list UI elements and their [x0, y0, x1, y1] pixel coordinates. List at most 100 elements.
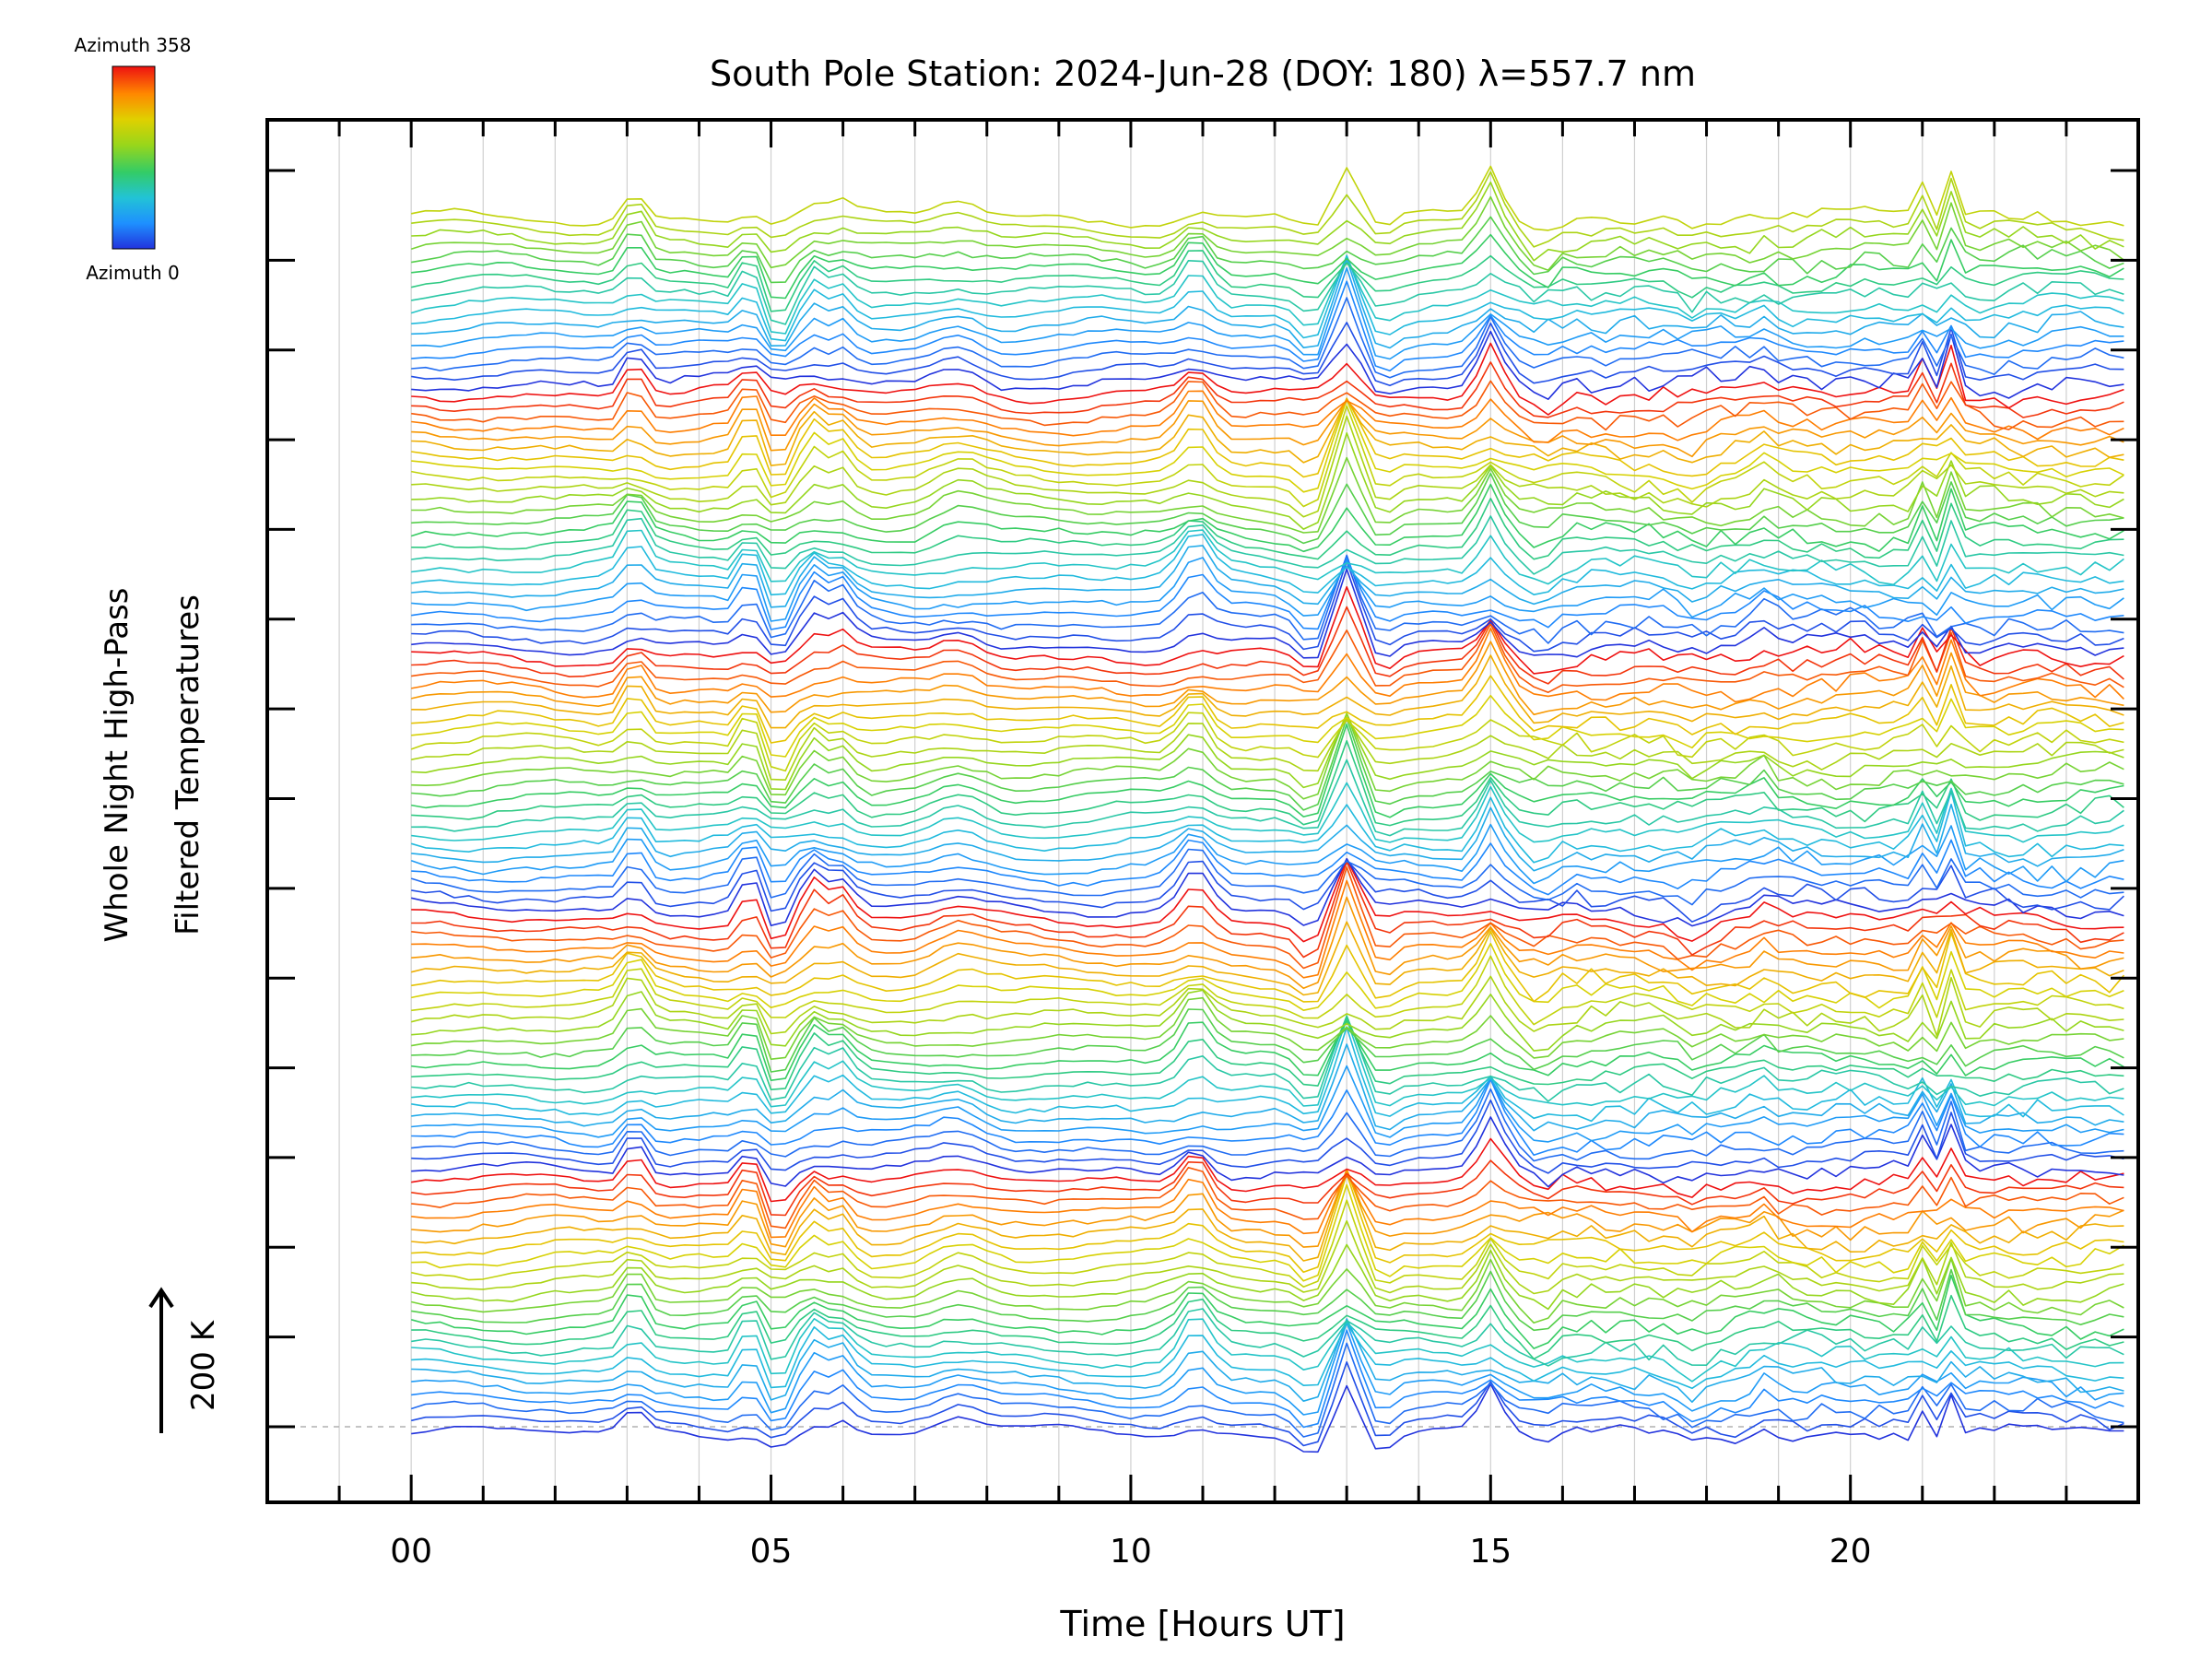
series-line: [411, 171, 2124, 248]
series-line: [411, 622, 2124, 694]
series-line: [411, 398, 2124, 493]
series-line: [411, 975, 2124, 1037]
series-line: [411, 568, 2124, 659]
series-line: [411, 1294, 2124, 1360]
series-line: [411, 717, 2124, 811]
series-line: [411, 390, 2124, 443]
series-line: [411, 1008, 2124, 1073]
series-line: [411, 865, 2124, 970]
series-line: [411, 1099, 2124, 1174]
series-line: [411, 405, 2124, 508]
series-line: [411, 1159, 2124, 1217]
series-line: [411, 1019, 2124, 1081]
series-line: [411, 759, 2124, 837]
series-line: [411, 259, 2124, 325]
series-line: [410, 1275, 2124, 1349]
series-line: [411, 712, 2124, 800]
series-line: [411, 942, 2124, 1011]
series-line: [411, 399, 2124, 458]
series-line: [411, 717, 2124, 782]
series-line: [411, 585, 2124, 675]
series-line: [411, 1018, 2124, 1108]
series-line: [411, 1169, 2124, 1248]
series-line: [411, 723, 2124, 818]
series-line: [411, 257, 2124, 349]
series-line: [410, 790, 2124, 864]
series-line: [411, 472, 2124, 545]
series-line: [410, 1342, 2124, 1438]
series-line: [411, 545, 2124, 608]
series-line: [411, 361, 2124, 418]
series-line: [411, 1015, 2124, 1102]
series-line: [411, 1016, 2124, 1090]
series-line: [410, 195, 2124, 272]
series-line: [411, 1116, 2124, 1188]
series-line: [411, 1322, 2124, 1390]
x-tick-labels: 00 05 10 15 20: [390, 1533, 1871, 1571]
x-tick-label: 00: [390, 1533, 432, 1571]
scale-bar-label: 200 K: [185, 1319, 222, 1411]
series-line: [411, 254, 2124, 342]
series-line: [411, 266, 2124, 360]
series-line: [411, 233, 2124, 300]
series-line: [411, 879, 2124, 979]
x-tick-label: 05: [750, 1533, 793, 1571]
trace-lines: [410, 165, 2125, 1453]
series-line: [411, 342, 2124, 416]
series-line: [411, 1329, 2124, 1429]
series-line: [411, 280, 2124, 372]
series-line: [411, 216, 2124, 284]
series-line: [411, 1382, 2124, 1453]
series-line: [411, 554, 2124, 644]
series-line: [411, 627, 2124, 703]
series-line: [411, 1318, 2124, 1382]
series-line: [411, 1243, 2124, 1311]
series-line: [411, 1172, 2124, 1239]
series-line: [410, 823, 2124, 885]
series-line: [411, 1078, 2124, 1157]
x-axis-label: Time [Hours UT]: [1059, 1604, 1345, 1644]
series-line: [411, 1026, 2124, 1123]
series-line: [411, 859, 2124, 924]
y-axis-label-line1: Whole Night High-Pass: [99, 588, 135, 943]
series-line: [411, 165, 2124, 231]
series-line: [410, 712, 2124, 772]
series-line: [411, 250, 2124, 312]
series-line: [411, 1183, 2124, 1282]
series-line: [411, 606, 2124, 685]
series-line: [411, 1219, 2124, 1295]
series-line: [411, 739, 2124, 827]
y-axis-label-line2: Filtered Temperatures: [170, 594, 206, 935]
series-line: [411, 839, 2124, 896]
series-line: [410, 483, 2124, 553]
series-line: [411, 1167, 2124, 1230]
series-line: [411, 996, 2124, 1060]
series-line: [411, 1361, 2124, 1447]
series-line: [411, 415, 2124, 518]
series-line: [411, 529, 2124, 586]
chart-title: South Pole Station: 2024-Jun-28 (DOY: 18…: [710, 53, 1696, 94]
series-line: [411, 397, 2124, 466]
series-line: [411, 515, 2124, 575]
series-line: [411, 1170, 2124, 1262]
series-line: [411, 397, 2124, 478]
series-line: [411, 989, 2124, 1052]
series-line: [411, 1268, 2124, 1332]
series-line: [411, 803, 2124, 872]
series-line: [411, 181, 2124, 262]
series-line: [411, 1065, 2124, 1143]
series-line: [411, 896, 2124, 990]
x-tick-label: 15: [1469, 1533, 1512, 1571]
series-line: [411, 782, 2124, 843]
series-line: [411, 857, 2124, 927]
series-line: [411, 641, 2124, 716]
axis-ticks: [265, 120, 2140, 1502]
series-line: [411, 1043, 2124, 1132]
series-line: [411, 1318, 2124, 1403]
series-line: [411, 1172, 2124, 1274]
series-line: [410, 848, 2124, 906]
series-line: [411, 1257, 2124, 1324]
series-line: [411, 1199, 2124, 1288]
series-line: [411, 380, 2124, 431]
